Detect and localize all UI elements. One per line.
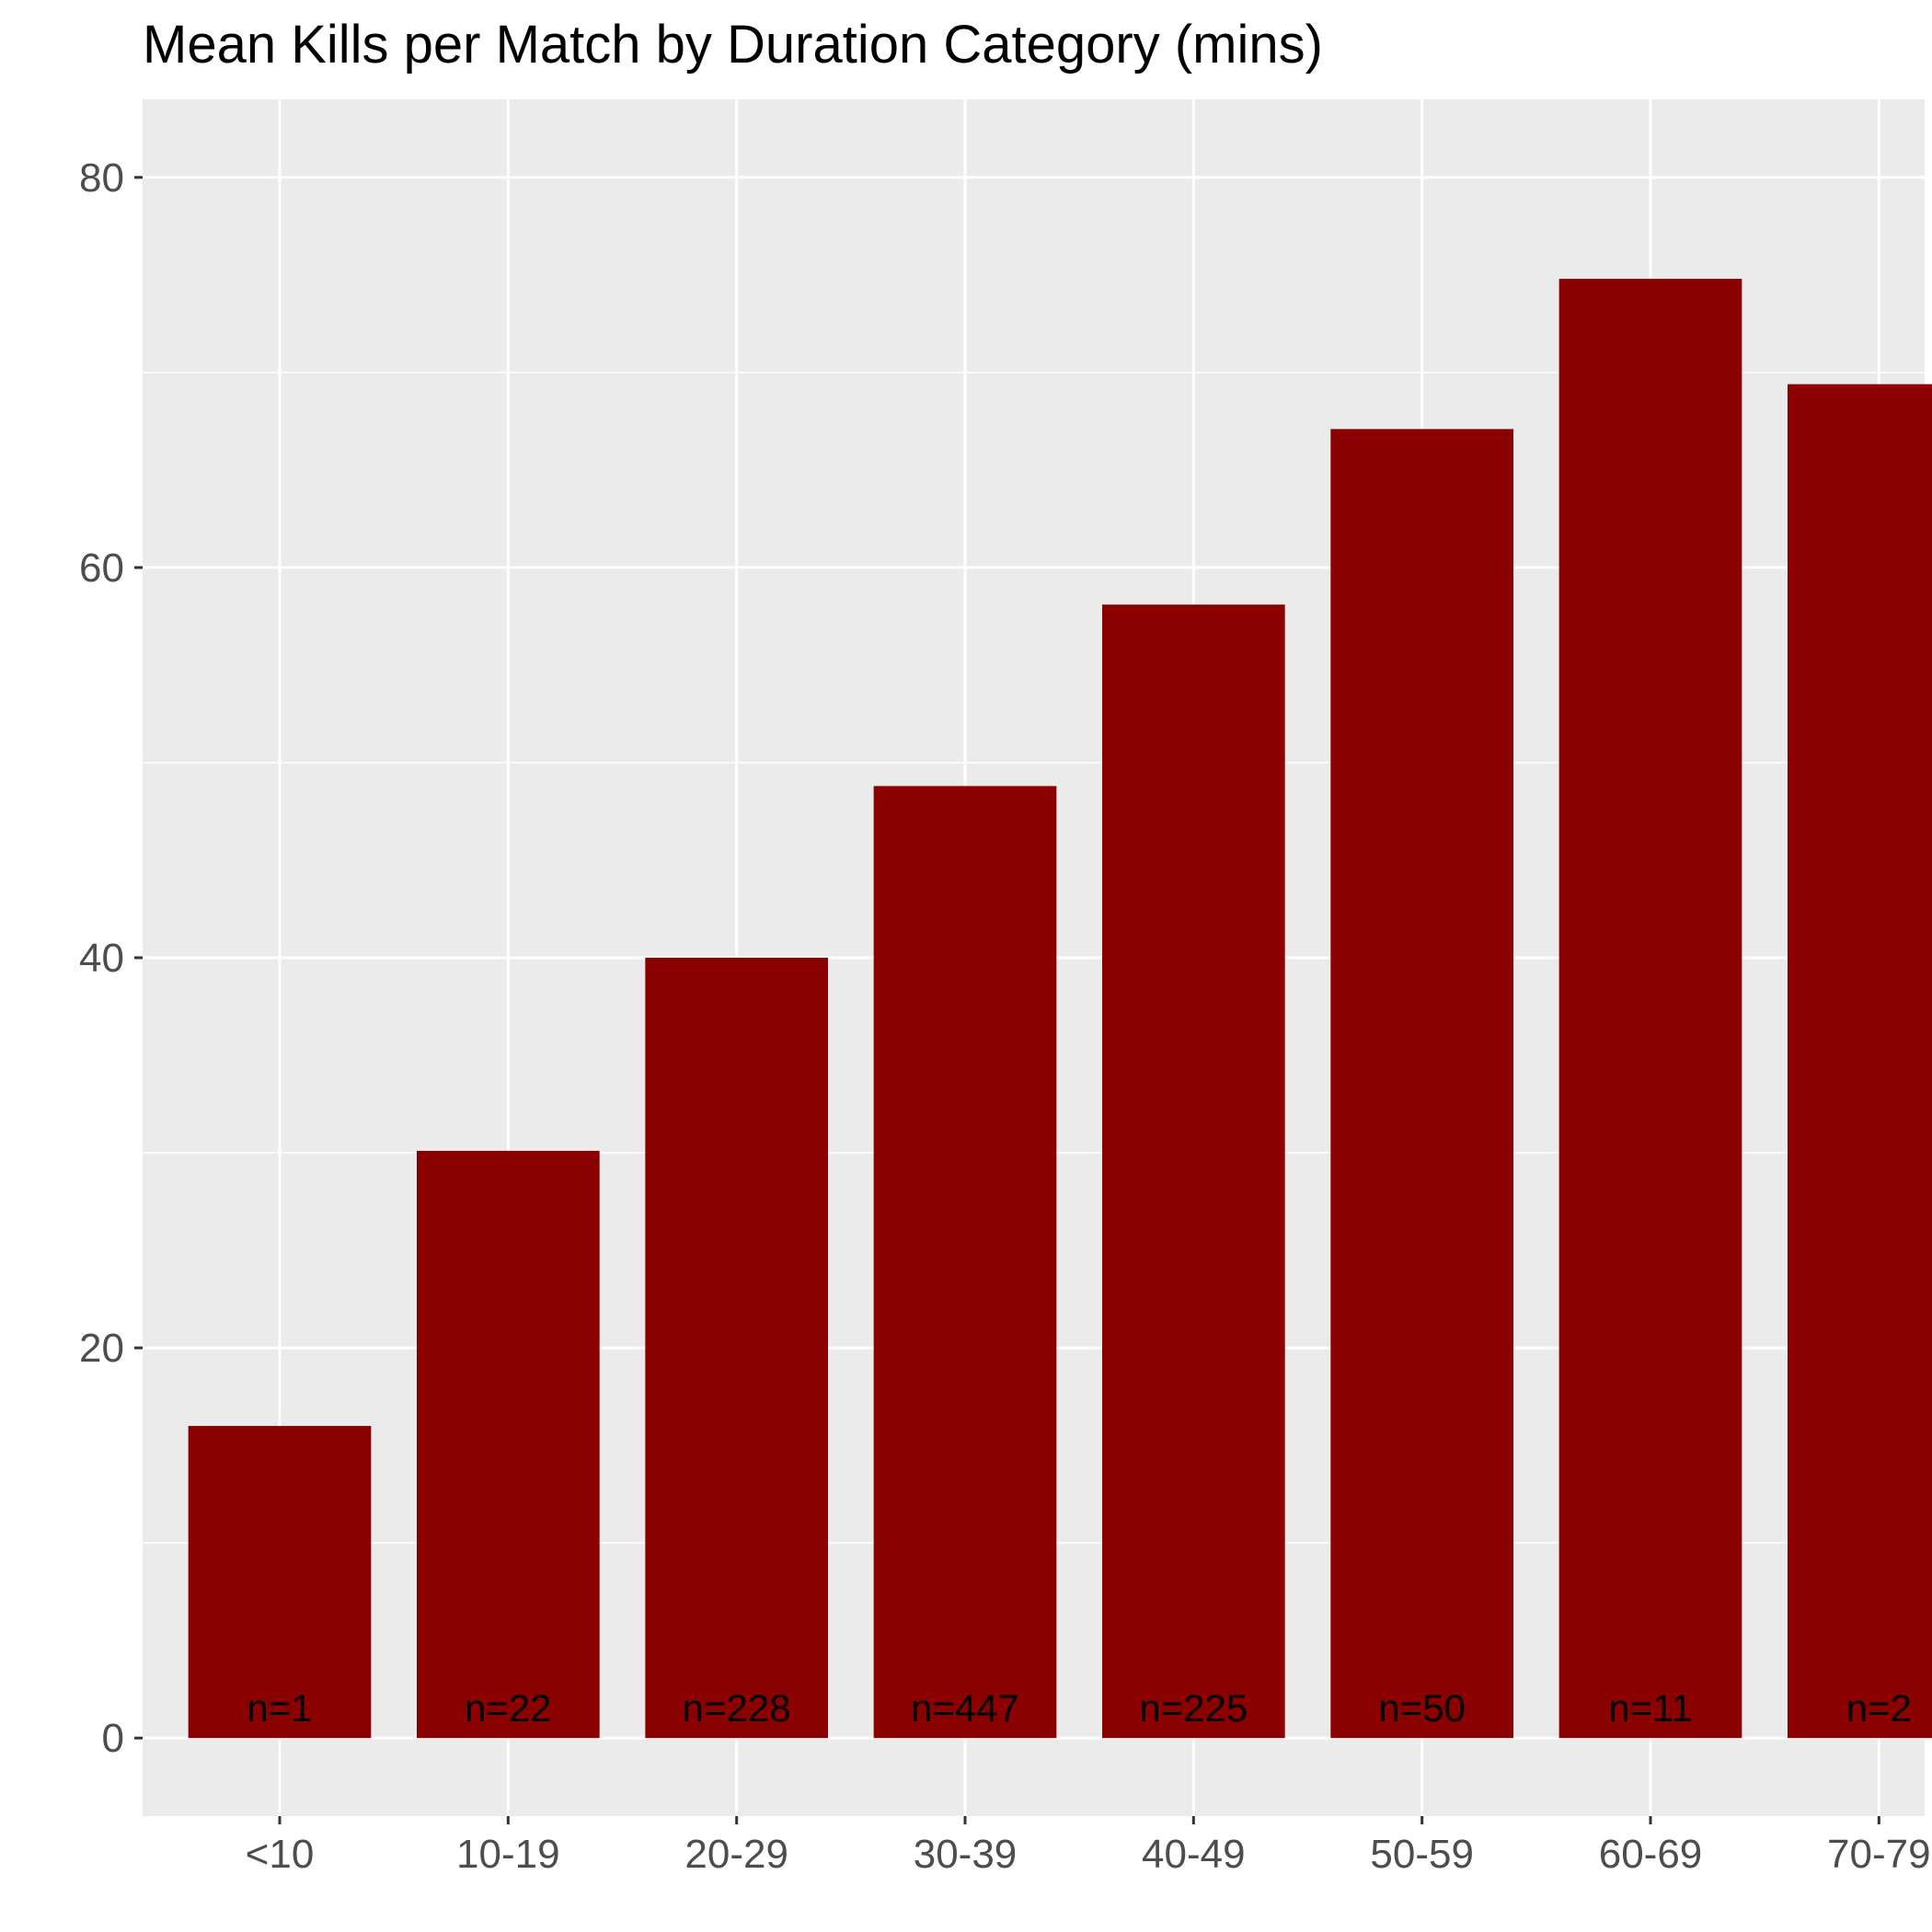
- x-tick-label: 60-69: [1599, 1832, 1703, 1877]
- bar-count-label: n=1: [247, 1686, 312, 1730]
- bar: [1102, 604, 1285, 1739]
- bar-count-label: n=228: [683, 1686, 791, 1730]
- y-axis: 0 20 40 60 80: [79, 155, 143, 1761]
- bar: [1330, 429, 1513, 1739]
- y-tick-label: 40: [79, 936, 124, 981]
- bar: [1558, 279, 1742, 1739]
- bar-count-label: n=225: [1139, 1686, 1248, 1730]
- x-tick-label: 50-59: [1370, 1832, 1474, 1877]
- bar-count-label: n=22: [465, 1686, 552, 1730]
- y-tick-label: 60: [79, 546, 124, 591]
- bar: [645, 958, 828, 1739]
- y-tick-label: 80: [79, 155, 124, 201]
- bar: [417, 1150, 600, 1739]
- y-tick-label: 0: [102, 1716, 124, 1761]
- x-tick-label: <10: [246, 1832, 315, 1877]
- bar: [1788, 384, 1932, 1739]
- bar-count-label: n=2: [1846, 1686, 1912, 1730]
- x-tick-label: 70-79: [1827, 1832, 1931, 1877]
- x-tick-label: 40-49: [1142, 1832, 1246, 1877]
- y-tick-label: 20: [79, 1326, 124, 1371]
- bar-count-label: n=50: [1378, 1686, 1466, 1730]
- x-axis: <10 10-19 20-29 30-39 40-49 50-59 60-69 70-79: [246, 1816, 1931, 1877]
- bars: [188, 279, 1932, 1739]
- x-tick-label: 10-19: [456, 1832, 560, 1877]
- x-tick-label: 30-39: [914, 1832, 1018, 1877]
- chart-title: Mean Kills per Match by Duration Categor…: [143, 15, 1323, 75]
- bar-count-label: n=11: [1608, 1686, 1693, 1730]
- bar: [873, 786, 1057, 1739]
- x-tick-label: 20-29: [684, 1832, 788, 1877]
- bar: [188, 1425, 372, 1739]
- bar-count-label: n=447: [911, 1686, 1019, 1730]
- bar-count-labels: n=1 n=22 n=228 n=447 n=225 n=50 n=11 n=2: [247, 1686, 1912, 1730]
